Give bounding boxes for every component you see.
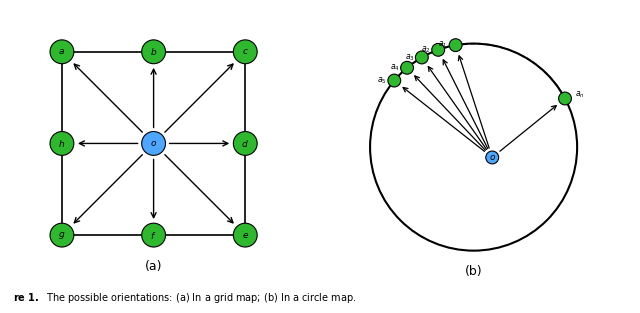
Text: $\mathbf{re\ 1.}$  The possible orientations: (a) In a grid map; (b) In a circle: $\mathbf{re\ 1.}$ The possible orientati…	[13, 291, 356, 305]
Circle shape	[234, 131, 257, 155]
Circle shape	[50, 131, 74, 155]
Text: $\mathit{c}$: $\mathit{c}$	[242, 47, 249, 56]
Circle shape	[388, 74, 401, 87]
Circle shape	[141, 131, 166, 155]
Circle shape	[432, 44, 445, 56]
Text: $\mathit{a}_{5}$: $\mathit{a}_{5}$	[377, 75, 387, 86]
Text: $\mathit{a}$: $\mathit{a}$	[58, 47, 65, 56]
Circle shape	[50, 223, 74, 247]
Text: $\mathit{o}$: $\mathit{o}$	[489, 153, 496, 162]
Text: $\mathit{h}$: $\mathit{h}$	[58, 138, 65, 149]
Text: $\mathit{f}$: $\mathit{f}$	[150, 230, 157, 241]
Text: $\mathit{a}_{1}$: $\mathit{a}_{1}$	[438, 40, 448, 50]
Circle shape	[50, 40, 74, 64]
Text: $\mathit{a}_{4}$: $\mathit{a}_{4}$	[390, 63, 399, 73]
Text: (b): (b)	[465, 265, 483, 278]
Text: $\mathit{a}_{2}$: $\mathit{a}_{2}$	[421, 44, 431, 55]
Circle shape	[141, 40, 166, 64]
Text: $\mathit{b}$: $\mathit{b}$	[150, 46, 157, 57]
Circle shape	[141, 223, 166, 247]
Text: $\mathit{a}_n$: $\mathit{a}_n$	[575, 89, 584, 100]
Circle shape	[234, 40, 257, 64]
Text: $\mathit{e}$: $\mathit{e}$	[242, 231, 249, 240]
Circle shape	[401, 61, 413, 74]
Circle shape	[415, 51, 428, 64]
Circle shape	[559, 92, 572, 105]
Circle shape	[234, 223, 257, 247]
Text: $\mathit{d}$: $\mathit{d}$	[241, 138, 249, 149]
Text: (a): (a)	[145, 260, 163, 273]
Text: $\mathit{o}$: $\mathit{o}$	[150, 139, 157, 148]
Text: $\mathit{g}$: $\mathit{g}$	[58, 230, 66, 241]
Circle shape	[449, 39, 462, 52]
Text: $\mathit{a}_{3}$: $\mathit{a}_{3}$	[404, 52, 414, 63]
Circle shape	[486, 151, 499, 164]
